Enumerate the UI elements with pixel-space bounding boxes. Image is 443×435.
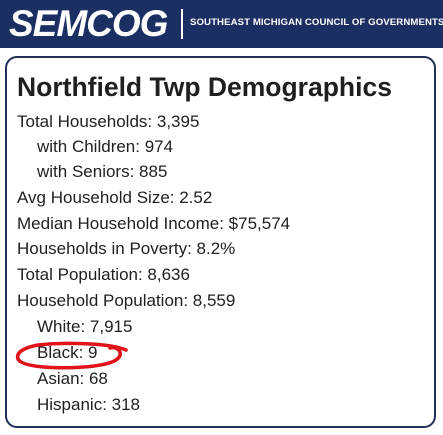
card-title: Northfield Twp Demographics: [17, 72, 392, 102]
logo-divider: [181, 9, 183, 39]
households-in-poverty: Households in Poverty: 8.2%: [17, 239, 236, 258]
households-with-children: with Children: 974: [37, 137, 174, 156]
household-population: Household Population: 8,559: [17, 291, 236, 310]
semcog-logo: SEMCOG: [9, 3, 168, 44]
population-white: White: 7,915: [37, 317, 133, 336]
highlight-stroke: [15, 341, 128, 370]
median-household-income: Median Household Income: $75,574: [17, 214, 291, 233]
red-highlight-circle: [15, 341, 128, 370]
population-black: Black: 9: [37, 343, 98, 362]
total-households: Total Households: 3,395: [17, 112, 200, 131]
semcog-header: SEMCOG SOUTHEAST MICHIGAN COUNCIL OF GOV…: [0, 0, 443, 48]
population-asian: Asian: 68: [37, 369, 108, 388]
semcog-tagline: SOUTHEAST MICHIGAN COUNCIL OF GOVERNMENT…: [190, 17, 443, 28]
avg-household-size: Avg Household Size: 2.52: [17, 188, 213, 207]
population-hispanic: Hispanic: 318: [37, 395, 141, 414]
total-population: Total Population: 8,636: [17, 265, 190, 284]
households-with-seniors: with Seniors: 885: [37, 162, 168, 181]
